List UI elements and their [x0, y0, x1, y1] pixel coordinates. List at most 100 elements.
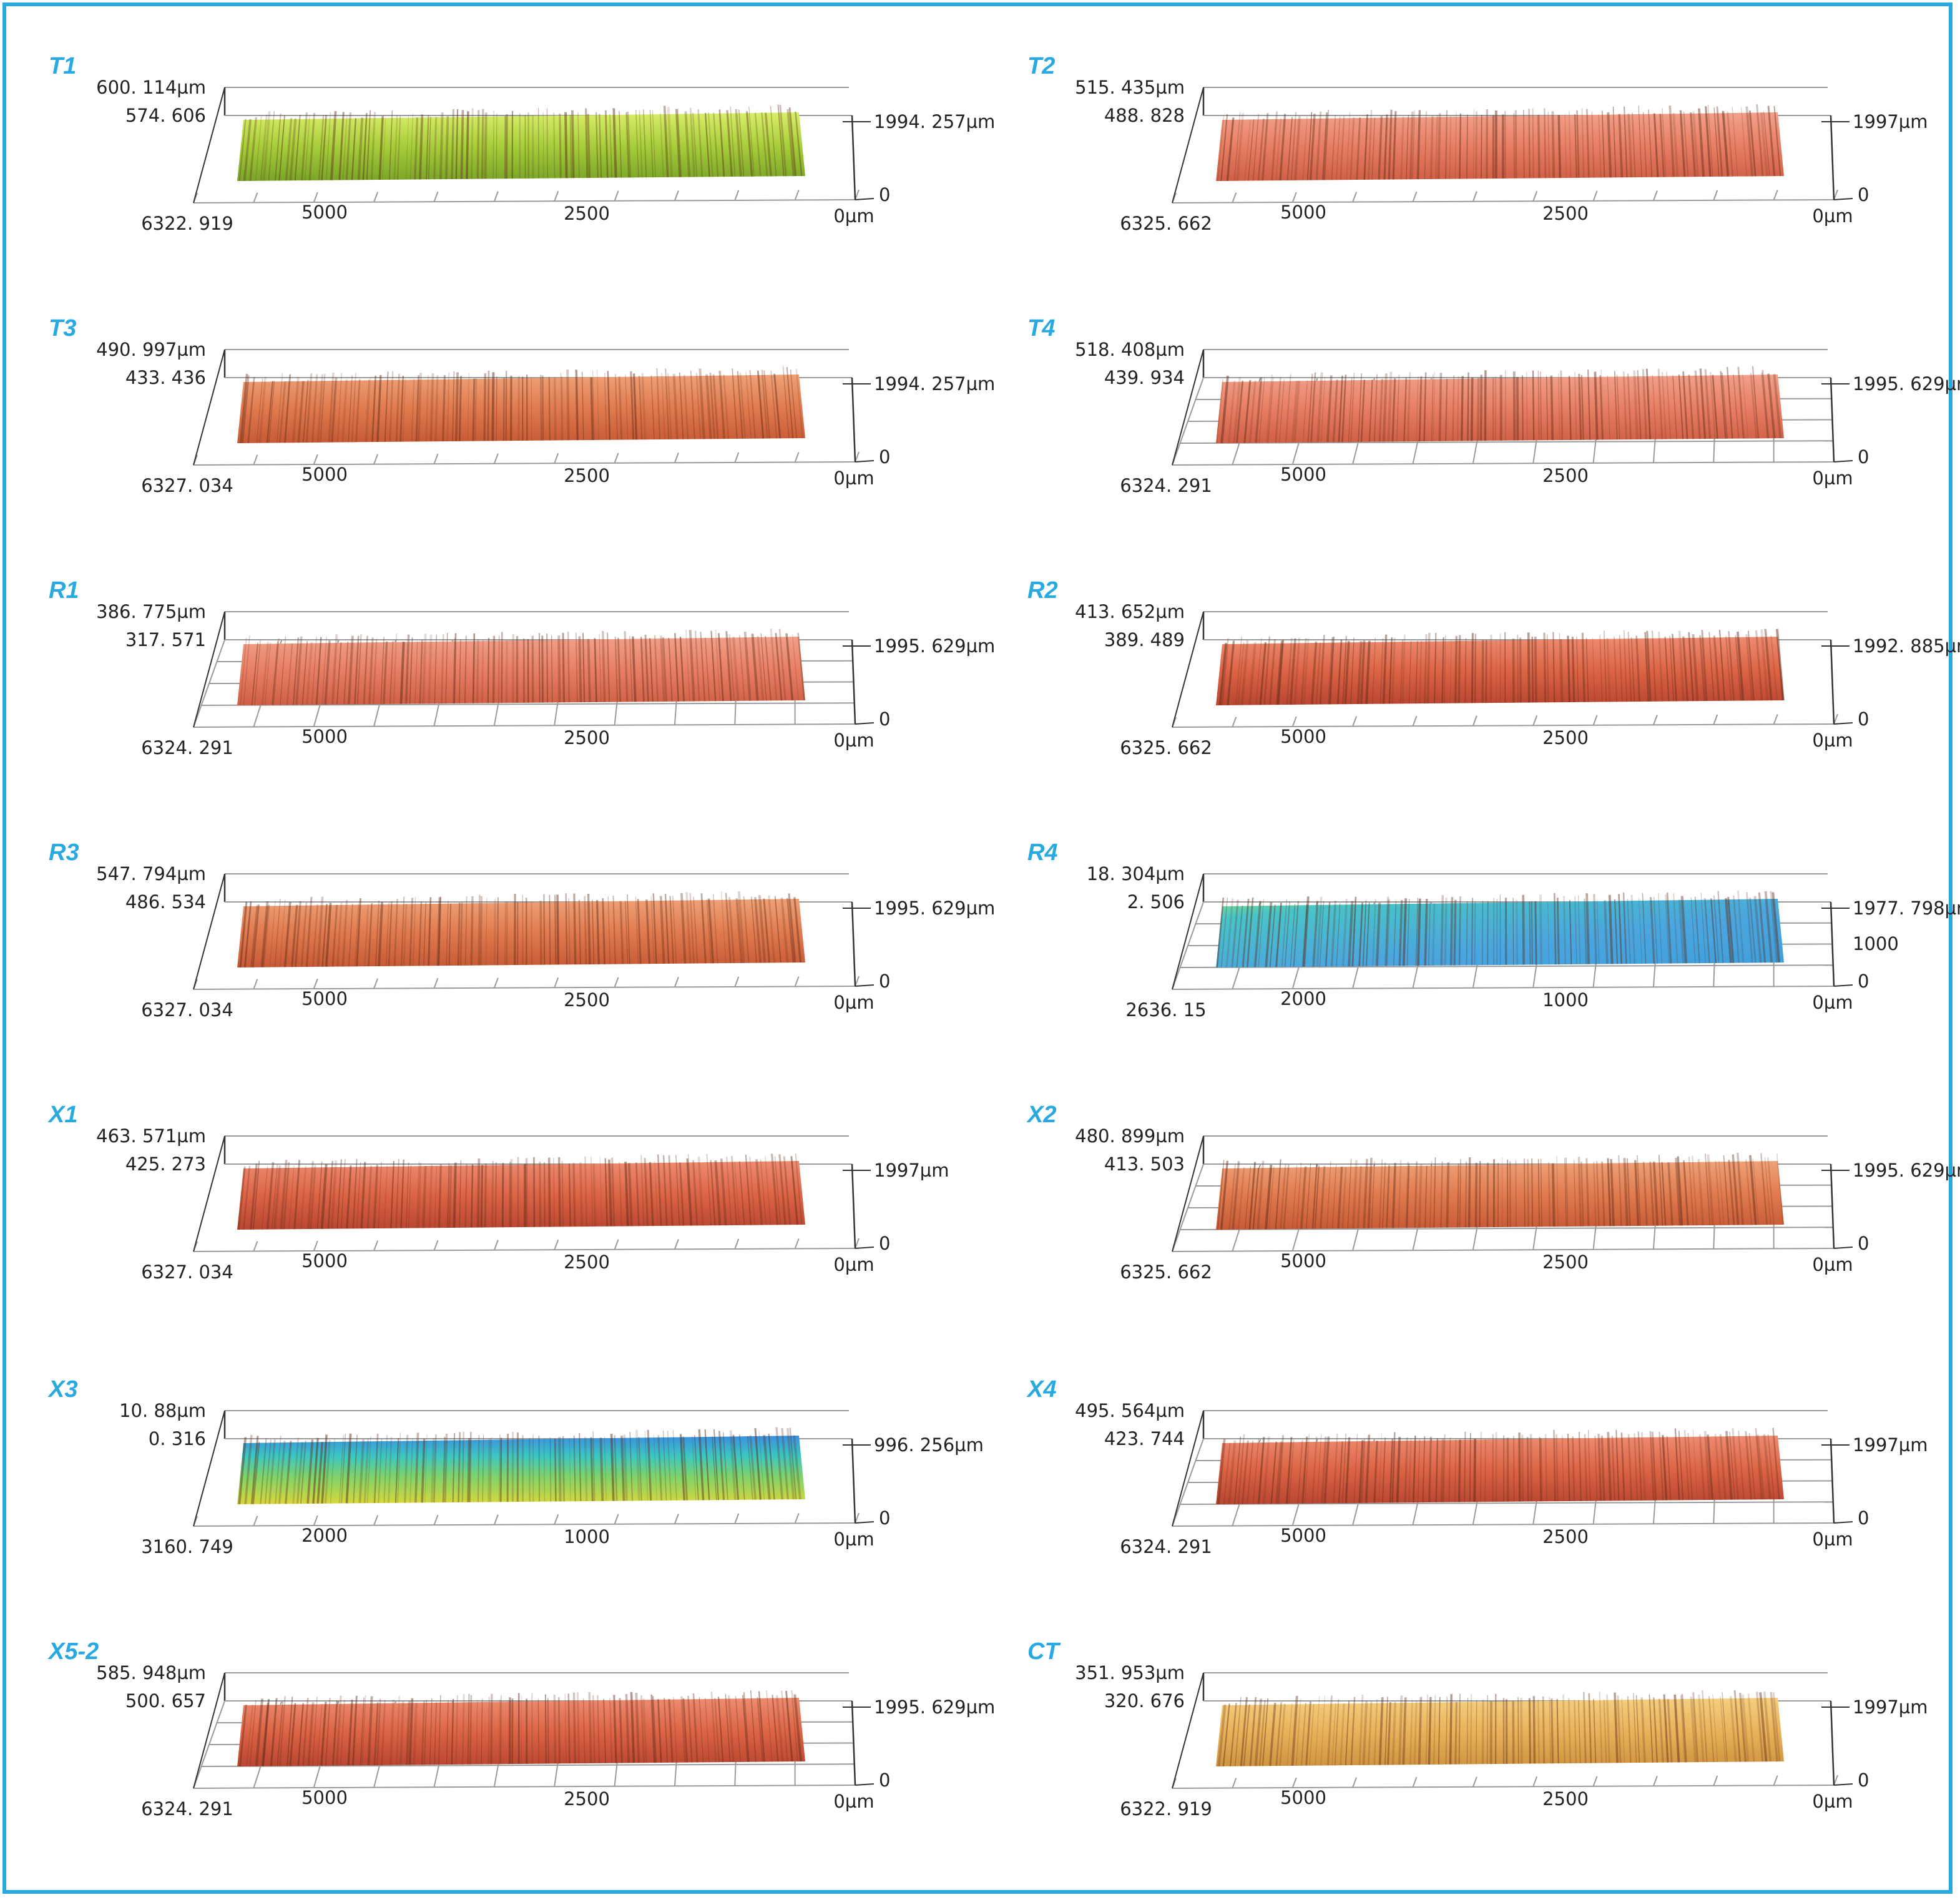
striation	[1479, 375, 1482, 441]
striation	[487, 370, 490, 441]
striation	[328, 372, 335, 443]
striation	[1608, 894, 1614, 964]
striation	[758, 1691, 765, 1762]
striation	[588, 1692, 592, 1764]
striation	[1382, 373, 1388, 442]
grid-line	[373, 1240, 379, 1251]
x-tick-label: 2500	[1542, 727, 1589, 748]
striation	[1446, 1162, 1449, 1228]
y-zero-label: 0	[879, 1233, 890, 1254]
striation	[610, 1434, 615, 1501]
y-zero-label: 0	[1858, 1233, 1869, 1254]
striation	[732, 368, 738, 439]
striation	[271, 1163, 278, 1230]
striation	[1661, 371, 1667, 439]
surface	[237, 366, 805, 444]
striation	[255, 1698, 264, 1766]
striation	[1293, 901, 1299, 967]
striation	[384, 371, 389, 442]
striation	[1266, 374, 1273, 443]
striation	[732, 1434, 739, 1501]
x-zero-label: 0µm	[833, 1791, 874, 1812]
striation	[336, 642, 342, 705]
striation	[1433, 1157, 1436, 1228]
grid-line	[794, 190, 800, 200]
z-axis-diagonal	[193, 1135, 225, 1252]
striation	[1665, 894, 1670, 964]
striation	[380, 637, 385, 705]
striation	[422, 634, 427, 704]
striation	[1725, 635, 1732, 701]
striation	[1398, 1695, 1403, 1765]
striation	[1290, 903, 1296, 967]
grid-line	[373, 1515, 379, 1525]
striation	[1666, 892, 1672, 964]
striation	[1362, 1700, 1368, 1766]
grid-line	[794, 1238, 800, 1249]
striation	[1338, 375, 1343, 443]
y-zero-tick	[855, 1783, 875, 1786]
striation	[778, 1154, 786, 1225]
grid-line	[1412, 1776, 1418, 1788]
striation	[743, 896, 750, 963]
grid-line	[1232, 192, 1237, 203]
y-zero-label: 0	[1858, 1770, 1869, 1791]
striation	[470, 896, 474, 966]
striation	[1296, 1162, 1302, 1229]
striation	[1344, 640, 1350, 705]
striation	[1637, 1431, 1642, 1501]
striation	[1236, 380, 1244, 443]
striation	[455, 1695, 458, 1765]
striation	[1603, 1699, 1607, 1763]
grid-line	[1532, 190, 1538, 202]
y-max-label: 1995. 629µm	[874, 635, 995, 657]
striation	[1621, 1698, 1625, 1763]
striation	[1396, 374, 1400, 442]
surface	[237, 1690, 805, 1767]
grid-line	[1180, 964, 1833, 968]
grid-line	[201, 702, 855, 706]
striation	[1723, 1155, 1730, 1225]
striation	[1690, 1697, 1697, 1763]
striation	[277, 373, 283, 443]
striation	[1553, 893, 1557, 965]
striation	[339, 1434, 344, 1504]
striation	[779, 104, 787, 177]
striation	[1324, 109, 1329, 180]
striation	[1545, 1434, 1547, 1502]
striation	[1550, 375, 1554, 441]
x-zero-label: 0µm	[833, 468, 874, 489]
y-max-label: 1997µm	[1853, 111, 1928, 132]
striation	[1382, 1162, 1386, 1228]
striation	[280, 636, 286, 705]
striation	[481, 639, 484, 703]
striation	[1383, 114, 1388, 180]
striation	[389, 371, 394, 442]
panel-label: X2	[1026, 1102, 1056, 1128]
striation	[1326, 375, 1333, 443]
striation	[300, 902, 308, 967]
striation	[597, 1695, 600, 1763]
striation	[1474, 901, 1476, 966]
striation	[423, 902, 426, 966]
striation	[485, 898, 488, 966]
striation	[1658, 632, 1664, 702]
grid-line	[253, 192, 258, 203]
striation	[726, 1156, 732, 1226]
striation	[575, 369, 579, 441]
striation	[1762, 370, 1770, 439]
striation	[1312, 901, 1319, 967]
striation	[260, 1438, 267, 1504]
striation	[364, 904, 369, 967]
striation	[1682, 636, 1688, 702]
striation	[1331, 1703, 1336, 1766]
striation	[1422, 1436, 1426, 1503]
panel-label: X5-2	[47, 1638, 99, 1665]
striation	[680, 1696, 687, 1763]
striation	[1452, 375, 1455, 441]
striation	[1642, 112, 1647, 177]
striation	[351, 118, 356, 180]
striation	[1438, 1697, 1441, 1765]
striation	[446, 901, 449, 966]
striation	[347, 635, 354, 705]
